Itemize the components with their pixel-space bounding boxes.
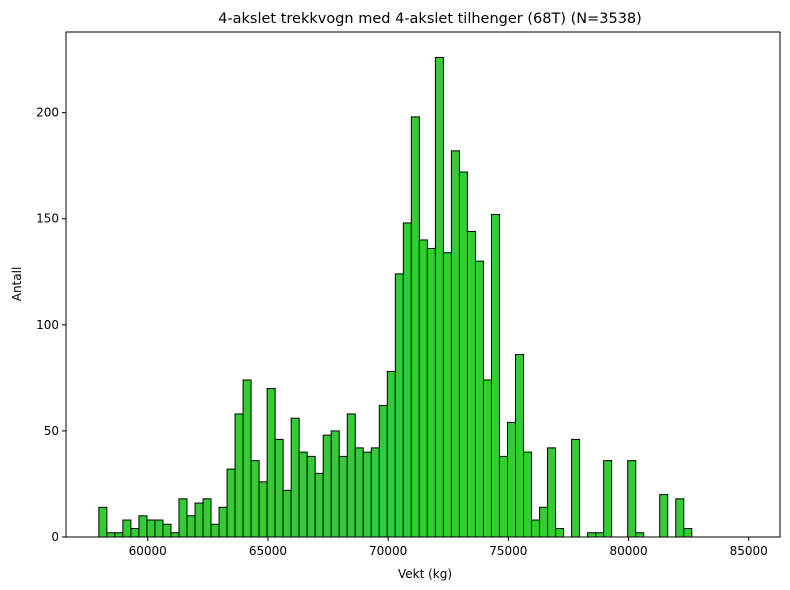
y-tick-label: 150: [36, 212, 59, 226]
x-tick-label: 60000: [129, 544, 167, 558]
histogram-bar: [386, 371, 396, 538]
x-tick-label: 65000: [249, 544, 287, 558]
histogram-bar: [98, 506, 108, 538]
histogram-bar: [154, 519, 164, 538]
histogram-bar: [258, 481, 268, 538]
histogram-bar: [434, 56, 444, 538]
histogram-bar: [531, 519, 541, 538]
histogram-bar: [482, 379, 492, 538]
histogram-bar: [250, 460, 260, 538]
x-tick-label: 85000: [730, 544, 768, 558]
histogram-bar: [635, 532, 645, 538]
histogram-bar: [410, 116, 420, 538]
chart-title: 4-akslet trekkvogn med 4-akslet tilhenge…: [218, 11, 642, 27]
histogram-bar: [426, 247, 436, 538]
histogram-bar: [322, 434, 332, 538]
histogram-bar: [442, 252, 452, 538]
histogram-bar: [490, 213, 500, 538]
y-tick-label: 0: [51, 530, 59, 544]
histogram-bar: [555, 528, 565, 538]
histogram-bar: [458, 171, 468, 538]
histogram-bar: [186, 515, 196, 538]
histogram-bar: [507, 421, 517, 538]
histogram-bar: [130, 528, 140, 538]
histogram-bar: [298, 451, 308, 538]
histogram-bar: [547, 447, 557, 538]
histogram-bar: [226, 468, 236, 538]
histogram-bar: [178, 498, 188, 538]
histogram-bar: [106, 532, 116, 538]
histogram-bar: [571, 438, 581, 538]
histogram-bar: [394, 273, 404, 538]
histogram-bar: [587, 532, 597, 538]
x-axis: 60000 65000 70000 75000 80000 85000: [129, 537, 768, 558]
histogram-bar: [450, 150, 460, 538]
histogram-bar: [354, 447, 364, 538]
histogram-bar: [346, 413, 356, 538]
histogram-bar: [274, 438, 284, 538]
histogram-bar: [138, 515, 148, 538]
histogram-bar: [595, 532, 605, 538]
histogram-bar: [114, 532, 124, 538]
histogram-bar: [338, 455, 348, 538]
histogram-bar: [330, 430, 340, 538]
y-tick-label: 200: [36, 106, 59, 120]
histogram-bar: [683, 528, 693, 538]
histogram-bar: [402, 222, 412, 538]
y-axis-label: Antall: [10, 267, 24, 302]
x-tick-label: 80000: [609, 544, 647, 558]
histogram-bar: [146, 519, 156, 538]
histogram-bar: [170, 532, 180, 538]
histogram-bar: [266, 387, 276, 538]
x-tick-label: 75000: [489, 544, 527, 558]
histogram-bar: [603, 460, 613, 538]
histogram-bar: [202, 498, 212, 538]
x-tick-label: 70000: [369, 544, 407, 558]
y-tick-label: 100: [36, 318, 59, 332]
histogram-bar: [515, 354, 525, 538]
histogram-bar: [210, 523, 220, 538]
histogram-bar: [362, 451, 372, 538]
histogram-bar: [162, 523, 172, 538]
histogram-bar: [234, 413, 244, 538]
histogram-bar: [218, 506, 228, 538]
bars-group: [98, 56, 693, 538]
histogram-bar: [523, 451, 533, 538]
histogram-bar: [290, 417, 300, 538]
histogram-bar: [242, 379, 252, 538]
histogram-bar: [282, 489, 292, 538]
y-axis: 0 50 100 150 200: [36, 106, 66, 544]
histogram-bar: [659, 494, 669, 538]
x-axis-label: Vekt (kg): [398, 567, 452, 581]
histogram-bar: [539, 506, 549, 538]
histogram-bar: [122, 519, 132, 538]
y-tick-label: 50: [44, 424, 59, 438]
histogram-bar: [378, 404, 388, 538]
histogram-bar: [314, 472, 324, 538]
histogram-bar: [498, 455, 508, 538]
histogram-bar: [466, 230, 476, 538]
histogram-bar: [306, 455, 316, 538]
histogram-bar: [627, 460, 637, 538]
histogram-bar: [474, 260, 484, 538]
histogram-bar: [370, 447, 380, 538]
histogram-bar: [418, 239, 428, 538]
histogram-bar: [675, 498, 685, 538]
histogram-bar: [194, 502, 204, 538]
plot-frame: [65, 31, 781, 538]
